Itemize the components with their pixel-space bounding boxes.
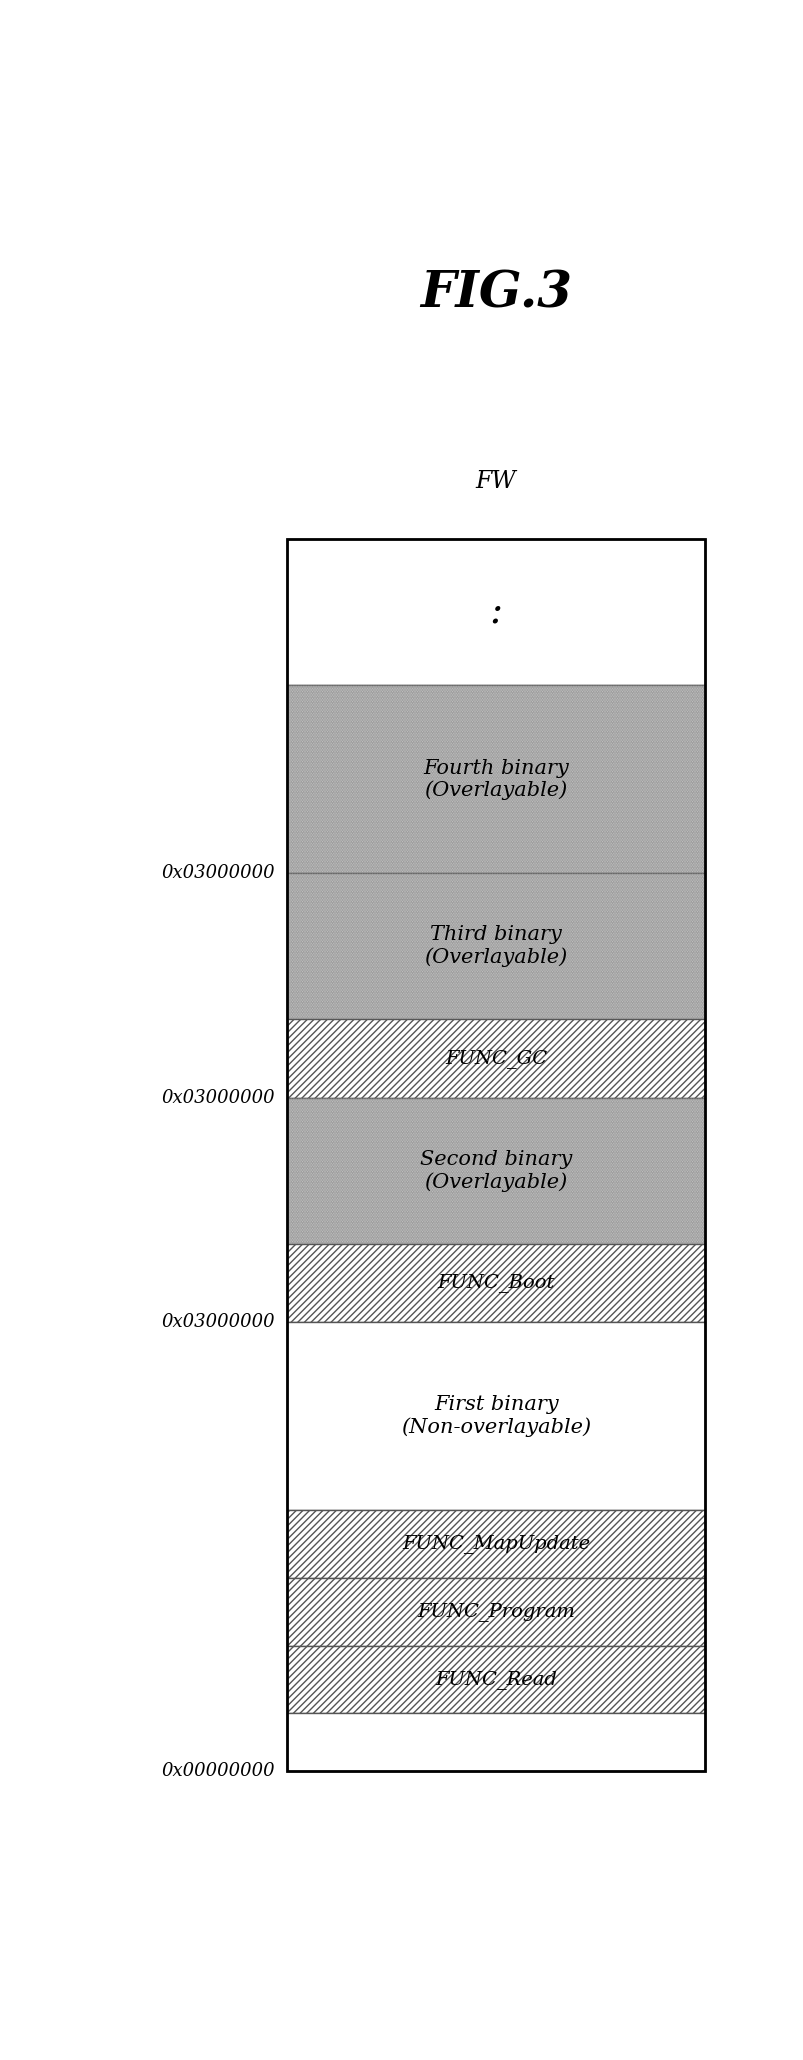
Bar [287, 686, 704, 873]
Text: FW: FW [475, 470, 516, 494]
Text: Third binary
(Overlayable): Third binary (Overlayable) [424, 925, 567, 968]
Bar [287, 1578, 704, 1646]
Bar [287, 540, 704, 686]
Text: Second binary
(Overlayable): Second binary (Overlayable) [419, 1149, 572, 1191]
Bar [287, 686, 704, 873]
Bar [287, 1714, 704, 1772]
Text: Fourth binary
(Overlayable): Fourth binary (Overlayable) [422, 758, 569, 801]
Text: FUNC_MapUpdate: FUNC_MapUpdate [402, 1535, 589, 1553]
Text: :: : [489, 593, 502, 630]
Bar [287, 873, 704, 1020]
Text: FUNC_Read: FUNC_Read [434, 1671, 556, 1689]
Text: FIG.3: FIG.3 [420, 270, 572, 319]
Text: 0x00000000: 0x00000000 [161, 1761, 275, 1780]
Bar [287, 1646, 704, 1714]
Text: First binary
(Non-overlayable): First binary (Non-overlayable) [401, 1395, 590, 1438]
Text: FUNC_GC: FUNC_GC [445, 1049, 547, 1067]
Bar [287, 1510, 704, 1578]
Text: 0x03000000: 0x03000000 [161, 1312, 275, 1331]
Text: 0x03000000: 0x03000000 [161, 865, 275, 882]
Bar [287, 540, 704, 1772]
Bar [287, 1323, 704, 1510]
Bar [287, 1098, 704, 1244]
Text: FUNC_Program: FUNC_Program [417, 1603, 574, 1621]
Bar [287, 1020, 704, 1098]
Bar [287, 1098, 704, 1244]
Text: 0x03000000: 0x03000000 [161, 1088, 275, 1106]
Bar [287, 873, 704, 1020]
Bar [287, 1244, 704, 1323]
Text: FUNC_Boot: FUNC_Boot [437, 1273, 554, 1292]
